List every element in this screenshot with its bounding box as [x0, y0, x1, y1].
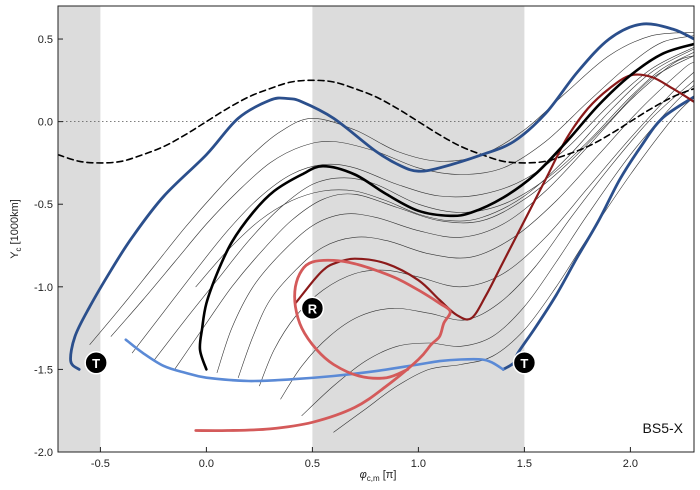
- series-thin-18: [195, 48, 694, 288]
- panel-label: BS5-X: [643, 420, 684, 436]
- series-thin-12: [237, 61, 694, 378]
- series-thin-10: [174, 55, 694, 370]
- x-tick-label: -0.5: [91, 458, 110, 470]
- x-tick-label: 1.0: [411, 458, 426, 470]
- y-tick-label: -1.0: [34, 282, 53, 294]
- series-black-6: [198, 42, 694, 371]
- y-axis-symbol: Y: [9, 251, 21, 259]
- x-axis: -0.5 0.0 0.5 1.0 1.5 2.0: [91, 447, 638, 470]
- y-tick-label: 0.5: [38, 34, 53, 46]
- y-axis-subscript: c: [14, 247, 23, 251]
- y-tick-label: -1.5: [34, 364, 53, 376]
- x-axis-subscript: c,m: [367, 474, 380, 483]
- y-axis-title: Yc [1000km]: [9, 199, 23, 259]
- marker-r-1: R: [300, 296, 325, 321]
- series-light-red-5: [194, 258, 452, 433]
- x-tick-label: 0.0: [199, 458, 214, 470]
- series-thin-8: [131, 47, 694, 354]
- series-blue-boundary-1: [69, 22, 694, 371]
- marker-circle: [300, 296, 325, 321]
- x-tick-label: 0.5: [305, 458, 320, 470]
- marker-t-2: T: [512, 351, 537, 375]
- y-tick-label: 0.0: [38, 117, 53, 129]
- shaded-band-1: [312, 6, 525, 452]
- y-tick-label: -0.5: [34, 199, 53, 211]
- x-tick-label: 1.5: [517, 458, 532, 470]
- markers: T R T: [84, 296, 537, 375]
- series-dashed-0: [58, 79, 694, 164]
- shaded-bands: [58, 6, 525, 452]
- x-axis-unit: [π]: [383, 469, 397, 481]
- marker-label: R: [308, 301, 318, 316]
- y-axis-unit: [1000km]: [9, 199, 21, 244]
- series-thin-9: [153, 52, 694, 362]
- plot-frame: [57, 5, 695, 453]
- y-tick-label: -2.0: [34, 447, 53, 459]
- y-axis: -2.0 -1.5 -1.0 -0.5 0.0 0.5: [34, 34, 63, 459]
- series-thin-11: [216, 55, 694, 373]
- series-thin-13: [259, 71, 694, 387]
- marker-label: T: [92, 356, 100, 371]
- series-layer: [58, 22, 694, 433]
- marker-label: T: [520, 356, 528, 371]
- shaded-band-0: [58, 6, 101, 452]
- marker-t-0: T: [84, 351, 108, 375]
- x-axis-symbol: φ: [360, 469, 367, 481]
- series-thin-17: [89, 32, 694, 345]
- x-axis-title: φc,m [π]: [360, 469, 397, 483]
- x-tick-label: 2.0: [623, 458, 638, 470]
- marker-circle: [84, 351, 108, 375]
- series-thin-16: [333, 96, 694, 433]
- marker-circle: [512, 351, 537, 375]
- series-thin-15: [301, 85, 694, 416]
- series-blue-boundary-2: [501, 95, 694, 371]
- series-light-blue-3: [124, 338, 505, 383]
